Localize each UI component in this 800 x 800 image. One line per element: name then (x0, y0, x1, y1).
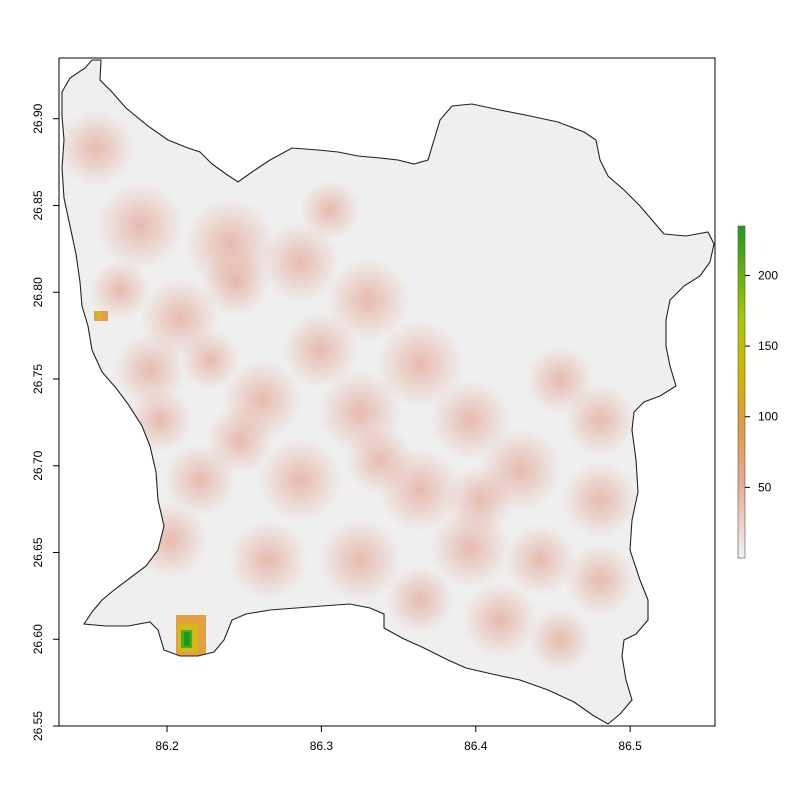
y-tick-label: 26.65 (31, 537, 45, 567)
legend-tick-label: 200 (758, 268, 778, 282)
raster-blob (446, 466, 514, 534)
raster-blob (562, 462, 638, 538)
raster-blob (386, 566, 454, 634)
y-axis: 26.55 26.60 26.65 26.70 26.75 26.80 26.85 26.90 (31, 103, 59, 741)
raster-blob (258, 438, 342, 522)
raster-blob (260, 222, 340, 302)
raster-blob (346, 426, 414, 494)
raster-blob (462, 582, 538, 658)
x-tick-label: 86.5 (618, 739, 642, 753)
raster-blob (282, 312, 358, 388)
raster-blob (430, 380, 510, 460)
hotspot-south (176, 615, 206, 657)
x-tick-label: 86.2 (155, 739, 179, 753)
x-tick-label: 86.3 (310, 739, 334, 753)
raster-blob (504, 524, 576, 596)
legend-tick-label: 100 (758, 410, 778, 424)
y-tick-label: 26.70 (31, 450, 45, 480)
plot-frame (58, 57, 716, 727)
region-boundary (61, 59, 715, 725)
raster-blob (90, 260, 150, 320)
raster-blob (528, 608, 592, 672)
legend-colorbar (737, 225, 746, 559)
raster-blob (564, 544, 636, 616)
y-tick-label: 26.55 (31, 711, 45, 741)
y-tick-label: 26.60 (31, 624, 45, 654)
legend-ticks: 50 100 150 200 (745, 268, 778, 494)
raster-blob (96, 182, 184, 270)
color-legend: 50 100 150 200 (737, 225, 778, 559)
y-tick-label: 26.85 (31, 190, 45, 220)
raster-blob (62, 110, 134, 186)
raster-blob (376, 320, 464, 408)
y-tick-label: 26.75 (31, 364, 45, 394)
raster-blob (526, 346, 594, 414)
legend-tick-label: 50 (758, 480, 772, 494)
hotspot-west (94, 311, 108, 321)
raster-blob (228, 520, 308, 600)
raster-blob (300, 180, 360, 240)
y-tick-label: 26.80 (31, 277, 45, 307)
raster-blob (114, 334, 186, 406)
raster-blob (180, 330, 240, 390)
raster-blob (318, 518, 402, 602)
legend-tick-label: 150 (758, 339, 778, 353)
raster-blob (326, 258, 410, 342)
raster-blob (206, 406, 274, 474)
y-tick-label: 26.90 (31, 103, 45, 133)
raster-blob (202, 248, 270, 316)
x-axis: 86.2 86.3 86.4 86.5 (155, 726, 642, 753)
x-tick-label: 86.4 (464, 739, 488, 753)
